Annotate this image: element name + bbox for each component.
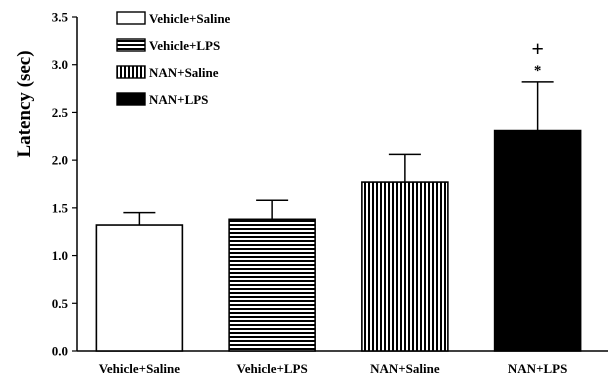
- legend-swatch: [116, 92, 146, 106]
- y-tick-label: 3.0: [52, 57, 68, 72]
- x-tick-label: Vehicle+LPS: [237, 361, 308, 376]
- error-bars: [123, 81, 554, 226]
- y-tick-label: 2.0: [52, 153, 68, 168]
- y-tick-label: 0.0: [52, 344, 68, 359]
- y-tick-label: 3.5: [52, 10, 69, 25]
- bar-vehicle-saline: [95, 224, 184, 352]
- significance-annotations: +*: [531, 36, 544, 79]
- x-tick-label: NAN+Saline: [370, 361, 440, 376]
- legend-label: NAN+Saline: [149, 65, 219, 80]
- x-axis: Vehicle+Saline Vehicle+LPS NAN+Saline NAN+L…: [77, 350, 608, 376]
- x-tick-label: Vehicle+Saline: [99, 361, 181, 376]
- x-tick-label: NAN+LPS: [508, 361, 567, 376]
- significance-plus: +: [531, 36, 544, 61]
- legend-label: Vehicle+LPS: [149, 38, 220, 53]
- legend: Vehicle+Saline Vehicle+LPS NAN+Saline NAN+L…: [116, 11, 231, 107]
- bar-series: [95, 129, 582, 352]
- y-tick-label: 2.5: [52, 105, 69, 120]
- legend-label: NAN+LPS: [149, 92, 208, 107]
- y-tick-label: 0.5: [52, 296, 69, 311]
- legend-label: Vehicle+Saline: [149, 11, 231, 26]
- y-tick-label: 1.5: [52, 200, 69, 215]
- y-tick-label: 1.0: [52, 248, 68, 263]
- bar-nan-saline: [361, 181, 449, 352]
- legend-swatch: [116, 11, 146, 25]
- y-axis-title: Latency (sec): [14, 50, 35, 157]
- legend-swatch: [116, 38, 146, 52]
- legend-swatch: [116, 65, 146, 79]
- y-axis: 0.0 0.5 1.0 1.5 2.0 2.5 3.0 3.5: [52, 10, 78, 359]
- bar-vehicle-lps: [228, 218, 316, 352]
- bar-nan-lps: [493, 129, 582, 352]
- significance-asterisk: *: [534, 63, 542, 79]
